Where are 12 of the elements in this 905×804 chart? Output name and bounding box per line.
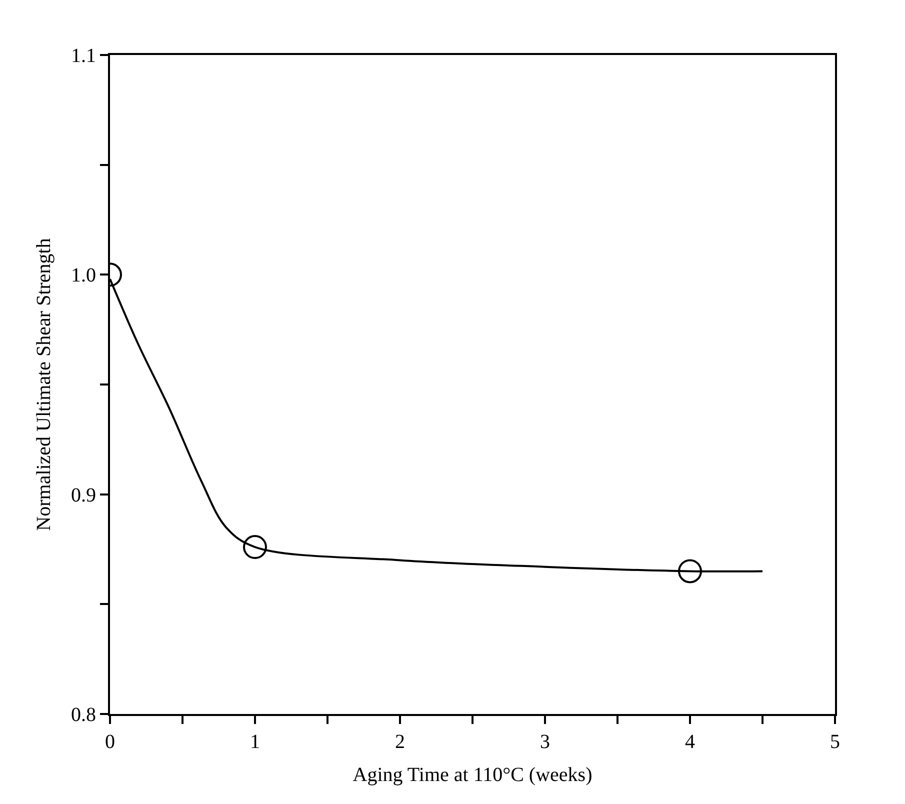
x-tick-label: 3 [540,731,550,753]
x-tick-label: 5 [830,731,840,753]
x-tick-label: 1 [250,731,260,753]
x-axis-title: Aging Time at 110°C (weeks) [352,764,592,786]
x-tick-label: 4 [685,731,695,753]
x-tick-label: 0 [105,731,115,753]
y-tick-label: 1.0 [71,264,96,287]
y-tick-label: 1.1 [71,45,96,67]
y-axis-title: Normalized Ultimate Shear Strength [33,238,55,531]
y-tick-label: 0.9 [71,484,96,506]
x-tick-label: 2 [395,731,405,753]
y-tick-label: 0.8 [71,704,96,726]
